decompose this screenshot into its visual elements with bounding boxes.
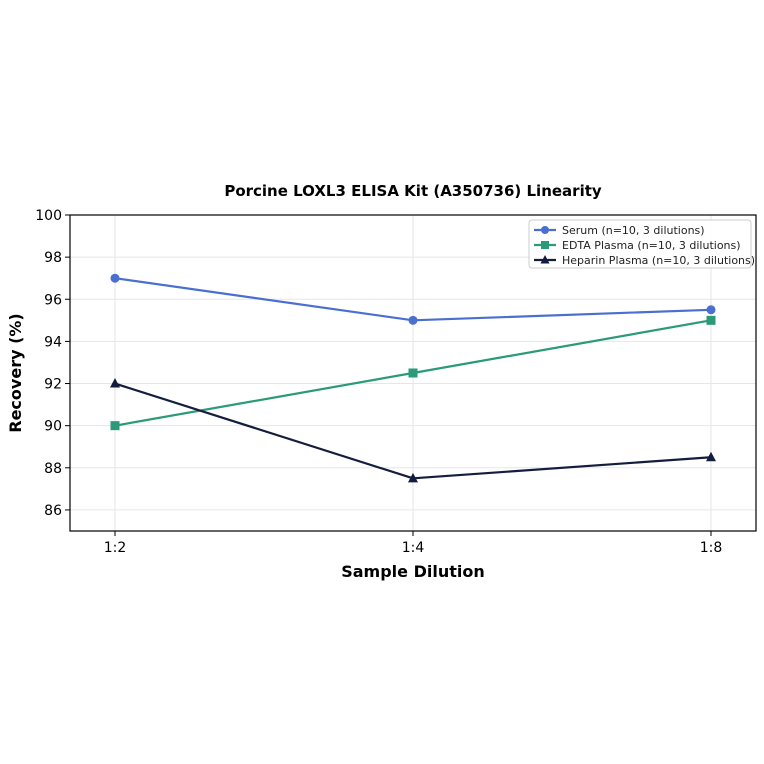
series-1: [110, 273, 716, 325]
series-layer: [110, 273, 716, 483]
data-point: [408, 472, 418, 483]
data-point: [541, 226, 549, 234]
y-tick-label: 98: [44, 250, 62, 266]
legend-label: Serum (n=10, 3 dilutions): [562, 224, 705, 237]
data-point: [408, 315, 418, 325]
legend-label: EDTA Plasma (n=10, 3 dilutions): [562, 239, 741, 252]
x-tick-label: 1:4: [402, 540, 425, 556]
legend-entry: Heparin Plasma (n=10, 3 dilutions): [534, 254, 755, 267]
y-tick-label: 100: [35, 208, 62, 224]
x-axis-label: Sample Dilution: [341, 562, 485, 581]
y-tick-label: 96: [44, 292, 62, 308]
data-point: [706, 315, 716, 325]
y-tick-label: 92: [44, 377, 62, 393]
y-tick-label: 88: [44, 461, 62, 477]
data-point: [110, 421, 120, 431]
data-point: [540, 255, 550, 264]
legend: Serum (n=10, 3 dilutions) EDTA Plasma (n=…: [528, 219, 755, 269]
data-point: [110, 378, 120, 388]
series-3: [110, 378, 716, 483]
series-2: [110, 315, 716, 431]
x-tick-label: 1:2: [104, 540, 127, 556]
y-tick-label: 86: [44, 503, 62, 519]
data-point: [110, 273, 120, 283]
legend-entry: EDTA Plasma (n=10, 3 dilutions): [534, 239, 741, 252]
ticks-layer: 1:2 1:4 1:8 86 88 90 92 94 96 98 100: [35, 208, 722, 556]
data-point: [706, 451, 716, 462]
chart-title: Porcine LOXL3 ELISA Kit (A350736) Linear…: [224, 182, 602, 200]
data-point: [408, 368, 418, 378]
data-point: [541, 241, 549, 249]
y-axis-label: Recovery (%): [6, 313, 25, 432]
data-point: [706, 305, 716, 315]
legend-label: Heparin Plasma (n=10, 3 dilutions): [562, 254, 755, 267]
y-tick-label: 94: [44, 334, 62, 350]
y-tick-label: 90: [44, 419, 62, 435]
x-tick-label: 1:8: [700, 540, 723, 556]
legend-box: [528, 219, 752, 269]
legend-entry: Serum (n=10, 3 dilutions): [534, 224, 705, 237]
